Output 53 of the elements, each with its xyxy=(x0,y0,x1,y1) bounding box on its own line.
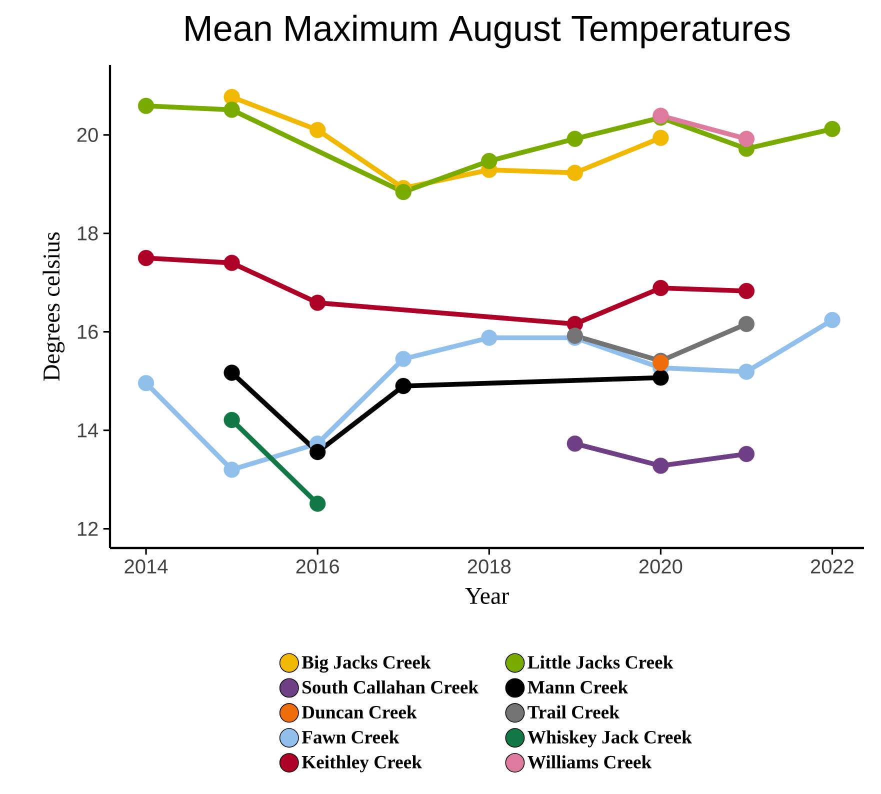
y-tick-label: 20 xyxy=(77,128,98,142)
y-axis-title: Degrees celsius xyxy=(42,232,65,381)
point xyxy=(138,374,154,392)
legend-label: Whiskey Jack Creek xyxy=(528,730,692,748)
point xyxy=(738,316,755,332)
x-tick-label: 2018 xyxy=(468,559,511,574)
y-tick-label: 12 xyxy=(78,522,98,536)
y-tick-label: 16 xyxy=(78,324,98,339)
legend-label: Big Jacks Creek xyxy=(302,656,431,673)
point xyxy=(138,250,154,266)
y-tick-label: 18 xyxy=(78,226,98,240)
legend-label: Fawn Creek xyxy=(302,730,400,744)
point xyxy=(481,330,498,346)
point xyxy=(652,280,669,296)
point xyxy=(224,412,240,428)
x-tick-label: 2022 xyxy=(811,559,854,574)
point xyxy=(310,294,326,311)
point xyxy=(395,184,412,200)
point xyxy=(566,436,584,452)
point xyxy=(566,130,584,147)
x-tick-label: 2014 xyxy=(124,559,168,574)
point xyxy=(310,496,326,512)
point xyxy=(138,98,154,114)
legend-label: Trail Creek xyxy=(528,705,620,719)
legend-label: Williams Creek xyxy=(528,755,652,769)
point xyxy=(738,282,755,300)
point xyxy=(824,312,840,328)
point xyxy=(738,130,755,147)
point xyxy=(652,458,669,474)
point xyxy=(395,378,412,394)
x-axis-title: Year xyxy=(465,588,509,604)
x-tick-label: 2020 xyxy=(639,559,682,574)
point xyxy=(224,254,240,272)
legend-label: South Callahan Creek xyxy=(302,680,479,694)
point xyxy=(224,364,240,381)
point xyxy=(824,120,840,138)
point xyxy=(224,462,240,478)
point xyxy=(738,364,755,380)
y-tick-label: 14 xyxy=(78,423,98,438)
point xyxy=(224,102,240,118)
x-tick-label: 2016 xyxy=(296,559,339,574)
point xyxy=(395,350,412,368)
point xyxy=(652,130,669,146)
chart-title: Mean Maximum August Temperatures xyxy=(186,14,790,48)
legend-label: Little Jacks Creek xyxy=(528,656,674,669)
point xyxy=(310,122,326,138)
point xyxy=(310,444,326,460)
point xyxy=(481,152,498,170)
point xyxy=(566,164,584,181)
legend-label: Keithley Creek xyxy=(302,755,422,772)
point xyxy=(738,446,755,462)
legend-label: Mann Creek xyxy=(528,680,628,694)
legend-label: Duncan Creek xyxy=(302,705,417,719)
